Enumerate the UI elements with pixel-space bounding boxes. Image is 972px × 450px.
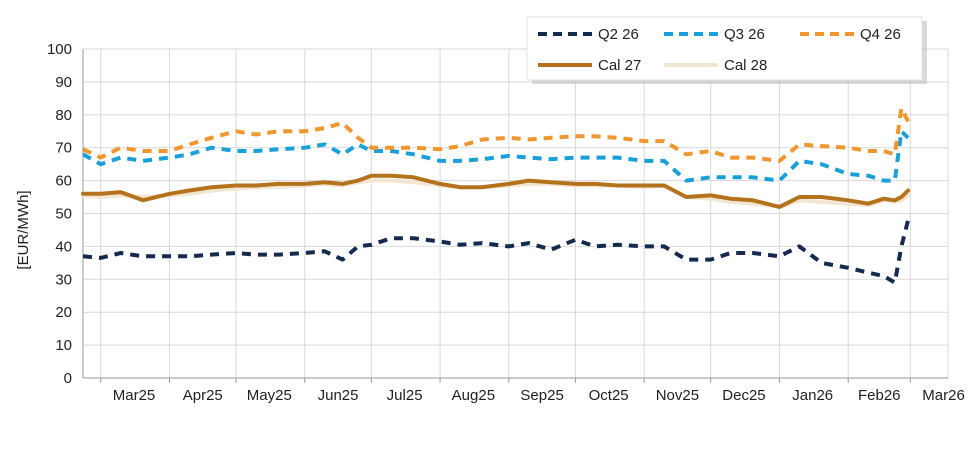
series-line-q3-26 [82, 129, 910, 183]
x-tick-label: Jul25 [387, 387, 423, 404]
legend-label: Q4 26 [860, 26, 901, 43]
series-line-q2-26 [82, 219, 911, 285]
legend-label: Cal 28 [724, 57, 767, 74]
x-tick-label: Apr25 [183, 387, 223, 404]
x-tick-label: Aug25 [452, 387, 495, 404]
y-axis-label: [EUR/MWh] [15, 190, 32, 269]
y-tick-label: 10 [55, 337, 72, 354]
y-tick-label: 20 [55, 304, 72, 321]
x-tick-label: Mar26 [922, 387, 965, 404]
x-tick-label: Jun25 [318, 387, 359, 404]
y-tick-label: 30 [55, 271, 72, 288]
x-tick-label: May25 [247, 387, 292, 404]
x-tick-label: Jan26 [792, 387, 833, 404]
x-tick-label: Sep25 [520, 387, 563, 404]
y-tick-label: 40 [55, 238, 72, 255]
y-tick-label: 80 [55, 107, 72, 124]
y-tick-label: 0 [64, 370, 72, 387]
x-tick-label: Mar25 [113, 387, 156, 404]
y-tick-labels: 0 10 20 30 40 50 60 70 80 90 100 [47, 41, 72, 387]
legend-box [526, 16, 923, 81]
y-tick-label: 60 [55, 173, 72, 190]
y-tick-label: 50 [55, 206, 72, 223]
x-tick-labels: Mar25 Apr25 May25 Jun25 Jul25 Aug25 Sep25 Oct25… [113, 387, 965, 404]
y-tick-label: 70 [55, 140, 72, 157]
x-tick-label: Feb26 [858, 387, 901, 404]
series-line-q4-26 [82, 106, 910, 163]
legend-label: Q2 26 [598, 26, 639, 43]
legend: Q2 26 Q3 26 Q4 26 Cal 27 Cal 28 [526, 16, 927, 84]
series-line-cal-27 [81, 173, 911, 209]
legend-label: Cal 27 [598, 57, 641, 74]
x-tick-label: Oct25 [589, 387, 629, 404]
x-tick-label: Nov25 [656, 387, 699, 404]
y-tick-label: 90 [55, 74, 72, 91]
legend-label: Q3 26 [724, 26, 765, 43]
x-tick-label: Dec25 [722, 387, 765, 404]
series-lines [81, 106, 911, 285]
y-tick-label: 100 [47, 41, 72, 58]
